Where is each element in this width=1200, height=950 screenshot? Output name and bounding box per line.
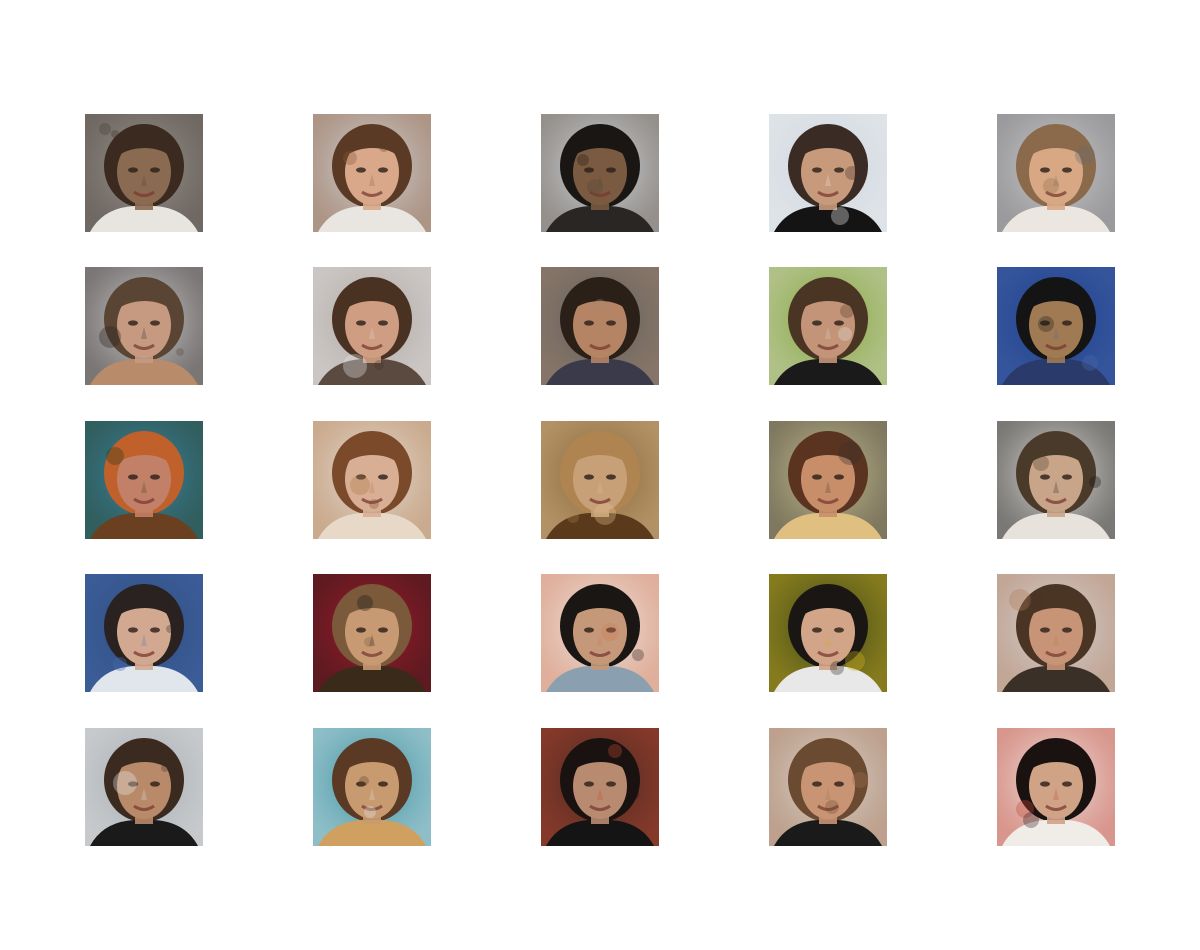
generated-face-image [541,421,659,539]
generated-face-image [313,728,431,846]
face-illustration [313,114,431,232]
generated-face-image [541,114,659,232]
face-illustration [997,574,1115,692]
generated-face-image [313,267,431,385]
generated-face-image [313,114,431,232]
face-illustration [541,267,659,385]
generated-face-image [997,267,1115,385]
generated-face-image [541,574,659,692]
face-illustration [769,728,887,846]
face-illustration [313,421,431,539]
face-illustration [769,114,887,232]
generated-face-image [769,267,887,385]
generated-face-image [769,574,887,692]
face-illustration [85,728,203,846]
face-illustration [997,267,1115,385]
face-illustration [85,574,203,692]
generated-face-image [85,574,203,692]
face-illustration [313,574,431,692]
generated-face-image [313,421,431,539]
generated-face-image [997,421,1115,539]
generated-face-image [313,574,431,692]
face-illustration [541,574,659,692]
face-illustration [85,421,203,539]
face-illustration [85,267,203,385]
generated-face-image [997,728,1115,846]
generated-face-image [541,267,659,385]
face-illustration [997,114,1115,232]
generated-face-image [769,421,887,539]
face-illustration [769,421,887,539]
generated-face-image [85,114,203,232]
face-illustration [313,267,431,385]
face-illustration [997,421,1115,539]
face-illustration [997,728,1115,846]
generated-face-image [85,421,203,539]
face-illustration [313,728,431,846]
generated-face-image [997,114,1115,232]
generated-face-image [769,114,887,232]
generated-face-image [85,267,203,385]
face-illustration [541,728,659,846]
generated-face-image [85,728,203,846]
generated-face-image [541,728,659,846]
face-illustration [85,114,203,232]
generated-face-image [769,728,887,846]
face-illustration [769,267,887,385]
face-illustration [541,421,659,539]
face-illustration [769,574,887,692]
face-illustration [541,114,659,232]
generated-face-image [997,574,1115,692]
